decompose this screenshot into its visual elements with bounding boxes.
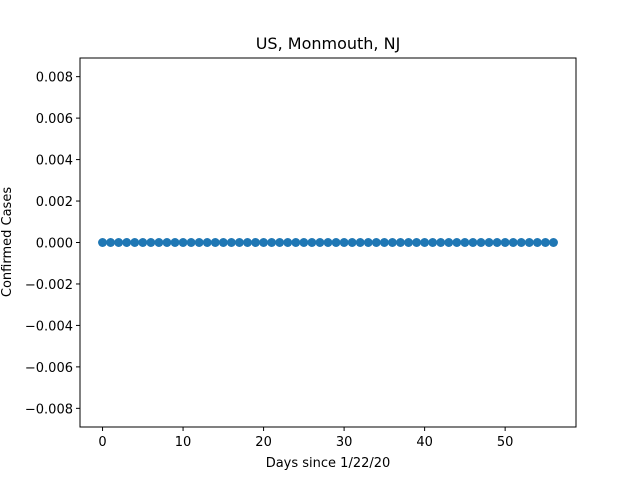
- y-tick-label: −0.004: [25, 319, 73, 334]
- data-point: [170, 238, 180, 247]
- y-tick-label: 0.004: [36, 154, 73, 169]
- y-tick-label: −0.008: [25, 402, 73, 417]
- data-point: [226, 238, 236, 247]
- data-point: [146, 238, 156, 247]
- data-point: [291, 238, 301, 247]
- data-point: [428, 238, 438, 247]
- data-point: [484, 238, 494, 247]
- data-point: [452, 238, 462, 247]
- data-point: [307, 238, 317, 247]
- y-axis-label: Confirmed Cases: [0, 187, 15, 297]
- data-point: [331, 238, 341, 247]
- data-point: [379, 238, 389, 247]
- data-point: [259, 238, 269, 247]
- data-point: [548, 238, 558, 247]
- y-tick-label: 0.002: [36, 195, 73, 210]
- data-point: [202, 238, 212, 247]
- data-point: [468, 238, 478, 247]
- data-point: [347, 238, 357, 247]
- x-tick-label: 10: [175, 435, 192, 450]
- data-point: [532, 238, 542, 247]
- data-point: [500, 238, 510, 247]
- chart-title: US, Monmouth, NJ: [256, 34, 401, 53]
- data-point: [98, 238, 108, 247]
- data-point: [363, 238, 373, 247]
- data-point: [492, 238, 502, 247]
- data-point: [178, 238, 188, 247]
- data-point: [130, 238, 140, 247]
- x-axis-label: Days since 1/22/20: [266, 456, 391, 471]
- data-point: [371, 238, 381, 247]
- x-tick-label: 30: [336, 435, 353, 450]
- data-point: [460, 238, 470, 247]
- data-point: [524, 238, 534, 247]
- data-point: [154, 238, 164, 247]
- x-tick-label: 20: [255, 435, 272, 450]
- data-point: [267, 238, 277, 247]
- data-point: [242, 238, 252, 247]
- data-point: [251, 238, 261, 247]
- data-point: [122, 238, 132, 247]
- x-tick-label: 0: [98, 435, 106, 450]
- data-point: [315, 238, 325, 247]
- y-tick-label: 0.000: [36, 237, 73, 252]
- data-point: [186, 238, 196, 247]
- y-tick-label: 0.006: [36, 112, 73, 127]
- data-point: [508, 238, 518, 247]
- data-point: [355, 238, 365, 247]
- data-point: [106, 238, 116, 247]
- y-tick-label: 0.008: [36, 71, 73, 86]
- x-tick-label: 40: [416, 435, 433, 450]
- y-tick-label: −0.002: [25, 278, 73, 293]
- data-point: [299, 238, 309, 247]
- data-point: [275, 238, 285, 247]
- data-point: [234, 238, 244, 247]
- plot-frame: [79, 57, 577, 428]
- data-point: [210, 238, 220, 247]
- data-point: [323, 238, 333, 247]
- data-point: [476, 238, 486, 247]
- x-tick-label: 50: [497, 435, 514, 450]
- data-point: [138, 238, 148, 247]
- data-point: [114, 238, 124, 247]
- data-point: [387, 238, 397, 247]
- data-point: [516, 238, 526, 247]
- data-point: [339, 238, 349, 247]
- data-point: [283, 238, 293, 247]
- data-point: [194, 238, 204, 247]
- data-point: [412, 238, 422, 247]
- y-tick-label: −0.006: [25, 361, 73, 376]
- data-point: [218, 238, 228, 247]
- data-point: [162, 238, 172, 247]
- data-point: [395, 238, 405, 247]
- data-point: [436, 238, 446, 247]
- plot-area: 0 10 20 30 40 50 0.008 0.006 0.004 0.002 0.000 −0.0…: [25, 57, 577, 450]
- data-point: [444, 238, 454, 247]
- data-point: [420, 238, 430, 247]
- data-point: [404, 238, 414, 247]
- data-point: [540, 238, 550, 247]
